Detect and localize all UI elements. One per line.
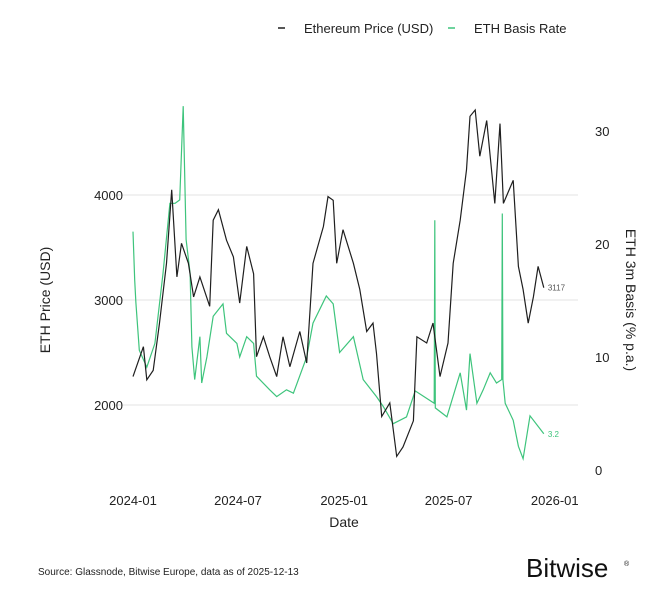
gridlines	[112, 194, 578, 406]
legend-label-price: Ethereum Price (USD)	[304, 21, 433, 36]
x-tick-label: 2024-07	[214, 493, 262, 508]
series-line-basis	[132, 106, 545, 462]
series-line-price	[132, 108, 545, 459]
right-tick-label: 10	[595, 350, 609, 365]
bitwise-logo: Bitwise ®	[526, 553, 630, 583]
left-tick-label: 3000	[94, 293, 123, 308]
right-tick-label: 0	[595, 463, 602, 478]
left-axis-label: ETH Price (USD)	[37, 247, 53, 354]
right-axis-ticks: 0 10 20 30	[595, 124, 609, 478]
x-tick-label: 2026-01	[531, 493, 579, 508]
legend-label-basis: ETH Basis Rate	[474, 21, 566, 36]
left-axis-ticks: 2000 3000 4000	[94, 188, 123, 413]
x-tick-label: 2024-01	[109, 493, 157, 508]
end-label-price: 3117	[548, 284, 566, 293]
left-tick-label: 2000	[94, 398, 123, 413]
right-tick-label: 20	[595, 237, 609, 252]
right-axis-label: ETH 3m Basis (% p.a.)	[623, 229, 639, 371]
x-axis-ticks: 2024-01 2024-07 2025-01 2025-07 2026-01	[109, 493, 579, 508]
x-tick-label: 2025-01	[320, 493, 368, 508]
x-axis-label: Date	[329, 514, 359, 530]
source-note: Source: Glassnode, Bitwise Europe, data …	[38, 567, 299, 578]
end-label-basis: 3.2	[548, 430, 560, 439]
left-tick-label: 4000	[94, 188, 123, 203]
registered-mark: ®	[624, 560, 630, 568]
x-tick-label: 2025-07	[425, 493, 473, 508]
right-tick-label: 30	[595, 124, 609, 139]
legend: Ethereum Price (USD) ETH Basis Rate	[278, 21, 566, 36]
logo-text: Bitwise	[526, 553, 608, 583]
